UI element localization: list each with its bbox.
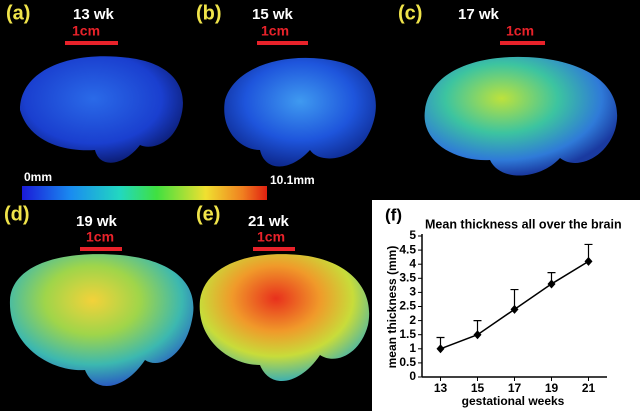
y-tick-label: 0 (409, 369, 416, 383)
x-axis-label: gestational weeks (462, 394, 565, 408)
y-tick-label: 4 (409, 256, 416, 270)
panel-label: (f) (385, 205, 402, 224)
panel-label: (d) (4, 203, 30, 225)
marker (436, 344, 445, 354)
brain-image (424, 56, 618, 176)
age-label: 19 wk (76, 213, 118, 230)
marker (473, 330, 482, 340)
colorbar (22, 186, 267, 200)
panel-label: (a) (6, 2, 30, 24)
scale-bar (500, 41, 545, 45)
chart-title: Mean thickness all over the brain (425, 217, 622, 231)
y-tick-label: 5 (409, 228, 416, 242)
brain-image (224, 57, 376, 167)
x-tick-label: 17 (508, 381, 522, 395)
scale-label: 1cm (506, 23, 534, 39)
panel-label: (e) (196, 203, 220, 225)
x-tick-label: 21 (582, 381, 596, 395)
scale-label: 1cm (257, 229, 285, 245)
scale-bar (253, 247, 295, 251)
colorbar-min-label: 0mm (24, 170, 52, 184)
brain-image (9, 254, 194, 387)
brain-image (199, 254, 370, 382)
age-label: 17 wk (458, 6, 500, 23)
scale-label: 1cm (261, 23, 289, 39)
scale-bar (80, 247, 122, 251)
marker (584, 256, 593, 266)
y-tick-label: 3 (409, 285, 416, 299)
y-tick-label: 1 (409, 341, 416, 355)
x-tick-label: 13 (434, 381, 448, 395)
marker (547, 279, 556, 289)
colorbar-max-label: 10.1mm (270, 173, 315, 187)
y-tick-label: 4.5 (399, 242, 416, 256)
y-tick-label: 2.5 (399, 299, 416, 313)
age-label: 15 wk (252, 6, 294, 23)
y-tick-label: 2 (409, 313, 416, 327)
x-tick-label: 19 (545, 381, 559, 395)
chart-panel (372, 200, 640, 411)
panel-label: (b) (196, 2, 222, 24)
brain-image (20, 56, 183, 163)
y-tick-label: 1.5 (399, 327, 416, 341)
scale-bar (65, 41, 118, 45)
y-tick-label: 3.5 (399, 270, 416, 284)
x-tick-label: 15 (471, 381, 485, 395)
y-tick-label: 0.5 (399, 355, 416, 369)
y-axis-label: mean thickness (mm) (385, 246, 399, 369)
scale-label: 1cm (86, 229, 114, 245)
panel-label: (c) (398, 2, 422, 24)
scale-bar (257, 41, 308, 45)
marker (510, 304, 519, 314)
age-label: 21 wk (248, 213, 290, 230)
scale-label: 1cm (72, 23, 100, 39)
age-label: 13 wk (73, 6, 115, 23)
